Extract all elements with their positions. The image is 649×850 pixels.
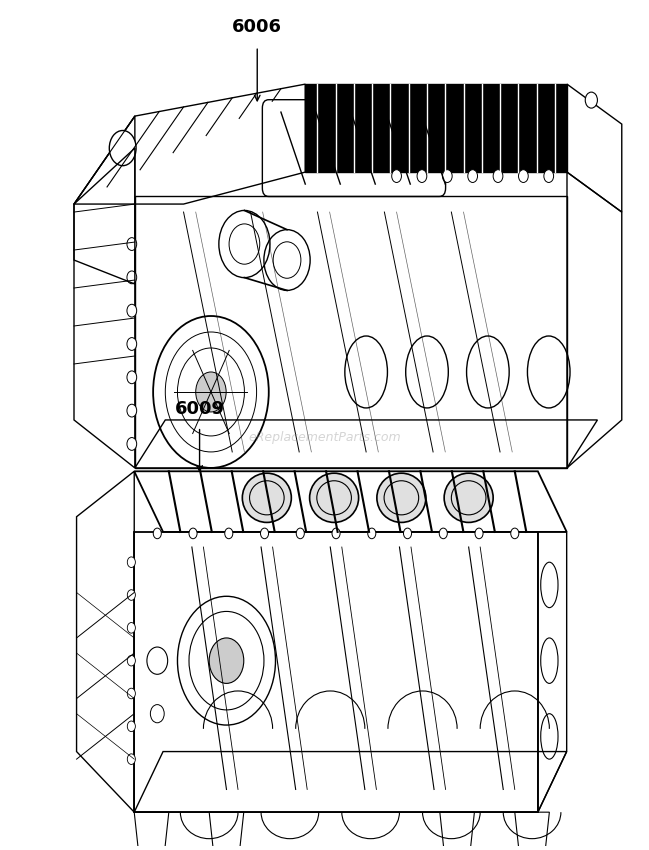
Circle shape bbox=[127, 438, 137, 450]
Circle shape bbox=[127, 271, 137, 284]
Text: 6009: 6009 bbox=[175, 400, 225, 418]
Circle shape bbox=[443, 170, 452, 183]
Circle shape bbox=[127, 688, 136, 699]
Circle shape bbox=[127, 304, 137, 317]
Circle shape bbox=[296, 528, 304, 539]
Circle shape bbox=[127, 557, 136, 568]
Circle shape bbox=[209, 638, 244, 683]
Circle shape bbox=[196, 372, 226, 412]
Circle shape bbox=[189, 528, 197, 539]
Ellipse shape bbox=[377, 473, 426, 523]
Text: eReplacementParts.com: eReplacementParts.com bbox=[248, 431, 401, 444]
Polygon shape bbox=[305, 84, 567, 172]
Circle shape bbox=[519, 170, 528, 183]
Circle shape bbox=[127, 622, 136, 633]
Circle shape bbox=[585, 92, 598, 108]
Circle shape bbox=[127, 238, 137, 251]
Text: 6006: 6006 bbox=[232, 18, 282, 37]
Circle shape bbox=[468, 170, 478, 183]
Ellipse shape bbox=[310, 473, 359, 523]
Circle shape bbox=[544, 170, 554, 183]
Ellipse shape bbox=[242, 473, 291, 523]
Circle shape bbox=[392, 170, 402, 183]
Circle shape bbox=[332, 528, 340, 539]
Circle shape bbox=[511, 528, 519, 539]
Circle shape bbox=[153, 528, 162, 539]
Circle shape bbox=[439, 528, 447, 539]
Circle shape bbox=[260, 528, 269, 539]
Circle shape bbox=[127, 590, 136, 600]
Circle shape bbox=[417, 170, 427, 183]
Circle shape bbox=[368, 528, 376, 539]
Circle shape bbox=[109, 131, 136, 166]
Circle shape bbox=[225, 528, 233, 539]
Circle shape bbox=[127, 405, 137, 417]
Circle shape bbox=[475, 528, 483, 539]
Circle shape bbox=[127, 721, 136, 732]
Circle shape bbox=[127, 337, 137, 350]
Circle shape bbox=[127, 655, 136, 666]
Ellipse shape bbox=[444, 473, 493, 523]
Circle shape bbox=[127, 754, 136, 764]
Circle shape bbox=[493, 170, 503, 183]
Circle shape bbox=[404, 528, 411, 539]
Circle shape bbox=[127, 371, 137, 383]
